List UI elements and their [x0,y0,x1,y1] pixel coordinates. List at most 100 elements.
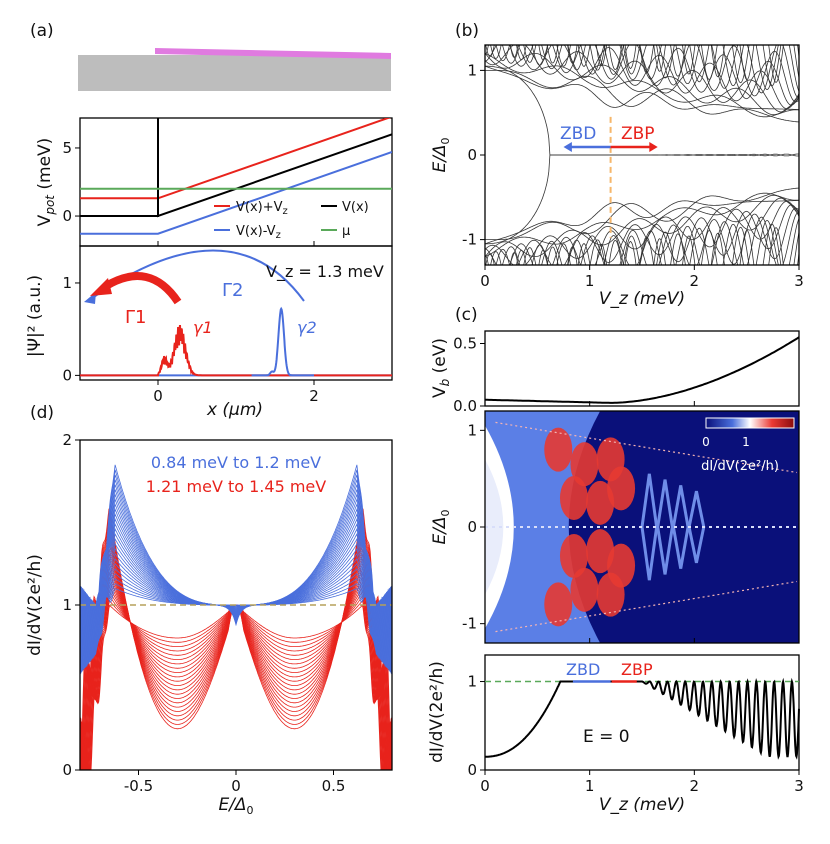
zbd-bottom-label: ZBD [566,660,600,679]
heatmap-red-lobe [544,582,573,627]
zerobias-ylabel: dI/dV(2e²/h) [427,661,447,763]
spectrum-x-tick: 0 [480,272,490,290]
zbd-arrowhead [563,142,572,152]
band-negative [485,194,799,258]
wavefunction-x-tick: 2 [309,387,319,405]
colorbar: 0 1 dI/dV(2e²/h) [701,417,795,474]
band-negative [485,226,799,265]
wavefunction-y-tick: 0 [62,366,72,384]
barrier-curve [485,336,800,404]
band-negative [485,200,799,265]
zerobias-plot: 0 1 2 301 dI/dV(2e²/h) V_z (meV) E = 0 ZBD … [427,654,804,815]
band-positive [485,53,799,116]
blue-conductance-curve [80,578,392,675]
superconductor-strip [155,48,391,59]
heatmap-y-tick: 0 [467,518,477,536]
spectrum-x-tick: 2 [690,272,700,290]
blue-conductance-curve [80,553,392,667]
conductance-y-tick: 0 [62,761,72,779]
blue-conductance-curve [80,507,392,673]
colorbar-label: dI/dV(2e²/h) [701,459,779,474]
blue-conductance-curve [80,563,392,665]
heatmap-red-lobe [570,442,599,487]
heatmap-red-lobe [586,529,615,574]
conductance-x-tick: -0.5 [124,777,153,795]
band-positive [485,52,799,118]
blue-conductance-curve [80,522,392,671]
panel-label-a: (a) [30,21,54,41]
band-positive [485,70,799,123]
wavefunction-xlabel: x (μm) [206,400,263,420]
potential-line [80,151,392,235]
zerobias-xlabel: V_z (meV) [599,795,685,815]
band-positive [485,45,799,109]
spectrum-y-tick: -1 [462,231,477,249]
legend-v: V(x) [342,200,369,215]
gamma1-curve [80,324,392,377]
zbp-label: ZBP [621,124,655,144]
zero-energy-label: E = 0 [583,727,630,747]
colorbar-tick-1: 1 [742,435,750,449]
conductance-x-tick: 0 [231,777,241,795]
band-negative [485,187,799,241]
red-conductance-curve [80,539,392,770]
spectrum-ylabel: E/Δ0 [430,137,452,172]
conductance-y-tick: 2 [62,431,72,449]
conductance-ylabel: dI/dV(2e²/h) [25,554,45,656]
wavefunction-ylabel: |Ψ|² (a.u.) [25,275,45,357]
potential-legend: V(x)+Vz V(x) V(x)-Vz μ [214,200,369,241]
heatmap-band-edge [495,580,797,633]
heatmap-red-lobe [559,476,588,520]
blue-conductance-curve [80,587,392,673]
heatmap-ylabel: E/Δ0 [430,509,452,544]
heatmap-red-lobe [559,534,588,578]
spectrum-y-tick: 0 [467,146,477,164]
band-positive [485,65,799,110]
blue-conductance-curve [80,558,392,665]
spectrum-plot: 0 1 2 3 -1 0 1 E/Δ0 V_z (meV) ZBD ZBP [430,44,804,309]
potential-y-tick: 5 [62,139,72,157]
legend-vplus: V(x)+Vz [236,200,288,217]
blue-conductance-curve [80,542,392,668]
colorbar-tick-0: 0 [702,435,710,449]
heatmap-red-lobe [570,567,599,612]
barrier-frame [484,330,800,407]
band-positive [485,45,799,87]
band-positive [495,45,799,98]
zbd-label: ZBD [560,124,596,144]
substrate [78,55,391,91]
zerobias-x-tick: 2 [690,777,700,795]
gamma2-label: γ2 [297,318,317,337]
device-diagram [78,48,391,91]
zerobias-x-tick: 0 [480,777,490,795]
spectrum-xlabel: V_z (meV) [599,289,685,309]
blue-conductance-curve [80,547,392,667]
red-conductance-curve [80,558,392,770]
blue-conductance-curve [80,527,392,670]
red-conductance-curve [80,512,392,770]
panel-label-b: (b) [455,21,479,41]
red-conductance-curve [80,567,392,770]
red-conductance-curve [80,516,392,770]
zerobias-curve [485,677,800,760]
gamma1-upper-label: Γ1 [125,307,146,328]
red-range-label: 1.21 meV to 1.45 meV [146,477,326,496]
heatmap-red-lobe [544,427,573,472]
zerobias-x-tick: 3 [794,777,804,795]
gamma1-arrowhead [90,278,112,296]
gamma2-curve [251,306,314,377]
band-negative [485,192,799,258]
heatmap-y-tick: 1 [467,421,477,439]
band-negative [485,197,799,265]
heatmap-red-lobe [607,543,636,588]
blue-conductance-curve [80,489,392,664]
legend-mu: μ [342,224,350,239]
red-conductance-curve [80,544,392,770]
barrier-y-tick: 0.5 [453,335,477,353]
zbp-arrowhead [649,142,658,152]
spectrum-x-tick: 1 [585,272,595,290]
panel-label-c: (c) [455,305,478,325]
vz-annotation: V_z = 1.3 meV [266,262,384,282]
blue-conductance-curve [80,568,392,664]
